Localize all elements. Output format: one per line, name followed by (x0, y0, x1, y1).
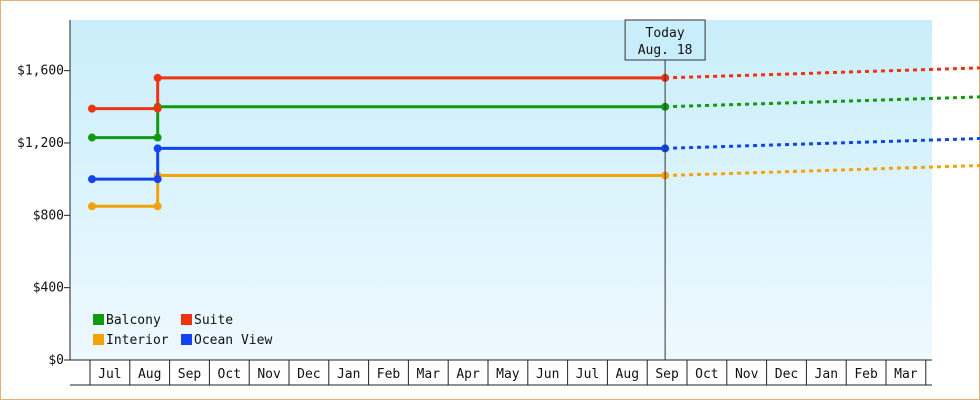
legend-swatch (181, 314, 192, 325)
x-tick-label: Jan (815, 367, 838, 382)
today-date-label: Aug. 18 (638, 43, 693, 58)
x-tick-label: Mar (894, 367, 918, 382)
x-tick-label: Feb (854, 367, 878, 382)
x-tick-label: Apr (456, 367, 480, 382)
x-tick-label: Jun (536, 367, 559, 382)
data-point (153, 133, 162, 142)
x-tick-label: Aug (616, 367, 639, 382)
today-box (624, 19, 706, 61)
data-point (153, 144, 162, 153)
y-axis: $0 $400 $800 $1,200 $1,600 (17, 20, 71, 368)
data-point (153, 175, 162, 184)
series-forecast-line (665, 136, 980, 150)
legend-label: Ocean View (194, 333, 272, 348)
data-point (87, 175, 96, 184)
x-tick-label: Oct (218, 367, 241, 382)
x-tick-label: Jan (337, 367, 360, 382)
x-axis: Jul Aug Sep Oct Nov Dec Jan Feb Mar Apr May Jun Jul A… (70, 359, 932, 386)
y-tick-label: $800 (33, 208, 64, 223)
legend-swatch (181, 334, 192, 345)
series-forecast-line (665, 95, 980, 109)
series-ocean-view (87, 136, 980, 184)
x-tick-label: Jul (98, 367, 121, 382)
x-tick-label: Nov (735, 367, 759, 382)
legend: Balcony Suite Interior Ocean View (93, 313, 272, 348)
x-tick-label: Sep (178, 367, 202, 382)
series-line (92, 76, 666, 111)
data-point (153, 104, 162, 113)
legend-label: Balcony (106, 313, 161, 328)
series-line (92, 105, 666, 140)
x-tick-label: Sep (655, 367, 679, 382)
plot-background (70, 20, 932, 360)
today-marker: Today Aug. 18 (624, 19, 706, 360)
x-tick-label: Mar (417, 367, 441, 382)
x-tick-label: Jul (576, 367, 599, 382)
data-point (153, 73, 162, 82)
x-tick-label: Feb (377, 367, 401, 382)
data-point (153, 202, 162, 211)
legend-swatch (93, 334, 104, 345)
x-tick-label: May (496, 367, 520, 382)
x-tick-label: Oct (695, 367, 718, 382)
legend-label: Interior (106, 333, 169, 348)
y-tick-label: $1,600 (17, 64, 64, 79)
x-tick-label: Dec (297, 367, 320, 382)
data-point (87, 104, 96, 113)
series-layer (87, 66, 980, 211)
y-tick-label: $400 (33, 281, 64, 296)
legend-swatch (93, 314, 104, 325)
data-point (87, 202, 96, 211)
series-line (92, 174, 666, 208)
x-tick-label: Dec (775, 367, 798, 382)
y-tick-label: $1,200 (17, 136, 64, 151)
today-label: Today (646, 26, 685, 41)
y-tick-label: $0 (48, 353, 64, 368)
legend-label: Suite (194, 313, 233, 328)
x-tick-label: Nov (257, 367, 281, 382)
series-forecast-line (665, 164, 980, 177)
series-forecast-line (665, 66, 980, 80)
series-line (92, 146, 666, 181)
x-tick-label: Aug (138, 367, 161, 382)
data-point (87, 133, 96, 142)
